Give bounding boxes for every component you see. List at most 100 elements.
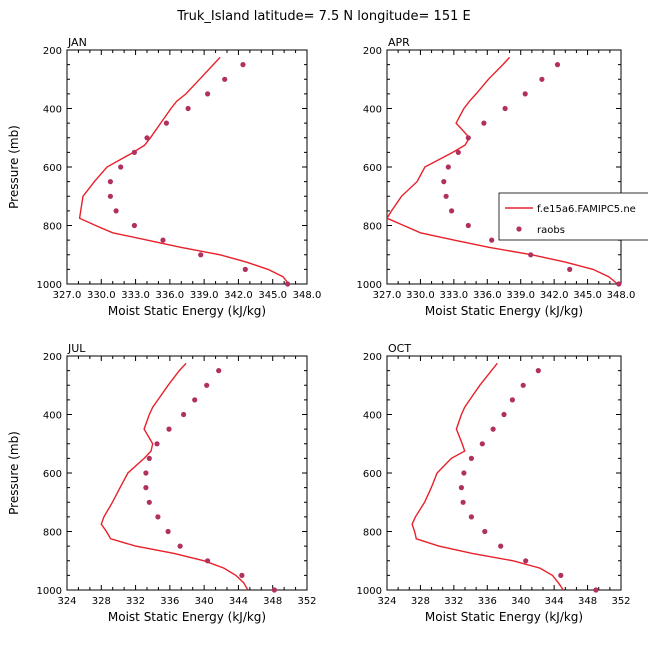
x-axis-title-jul: Moist Static Energy (kJ/kg) [108,610,266,624]
y-tick-label-jan: 200 [43,46,62,57]
y-tick-label-apr: 400 [363,105,382,116]
raobs-point-apr [465,222,471,229]
raobs-point-oct [593,587,599,593]
model-line-jul [100,362,249,590]
x-tick-label-jan: 345.0 [258,290,287,301]
x-tick-label-apr: 348.0 [607,290,636,301]
y-tick-label-jul: 200 [43,352,62,363]
x-tick-label-apr: 345.0 [573,290,602,301]
x-tick-label-jul: 352 [297,596,316,607]
x-tick-label-jul: 324 [57,596,76,607]
y-tick-label-oct: 600 [363,469,382,480]
x-tick-label-jul: 336 [160,596,179,607]
x-tick-label-oct: 336 [478,596,497,607]
raobs-point-jul [143,470,149,476]
raobs-point-apr [528,252,534,258]
x-axis-title-oct: Moist Static Energy (kJ/kg) [425,610,583,624]
raobs-point-apr [522,91,528,97]
panel-label-oct: OCT [388,342,411,355]
y-tick-label-apr: 1000 [357,280,382,291]
x-tick-label-apr: 339.0 [506,290,535,301]
x-tick-label-oct: 352 [611,596,630,607]
raobs-point-jan [198,252,204,258]
raobs-point-jan [185,105,191,112]
plot-frame-jul [66,355,308,591]
x-tick-label-apr: 327.0 [373,290,402,301]
x-tick-label-apr: 330.0 [406,290,435,301]
y-tick-label-apr: 800 [363,222,382,233]
x-tick-label-jan: 330.0 [87,290,116,301]
raobs-point-oct [490,426,496,432]
raobs-point-jul [165,528,171,535]
x-tick-label-jan: 342.0 [224,290,253,301]
y-axis-title-jul: Pressure (mb) [7,431,21,515]
y-tick-label-apr: 600 [363,163,382,174]
raobs-point-jan [285,281,291,287]
x-tick-label-oct: 340 [511,596,530,607]
y-axis-title-jan: Pressure (mb) [7,125,21,209]
panel-oct: OCT 324 328 332 336 340 344 348 352 200 400 600 800 1… [357,342,631,624]
raobs-point-oct [509,397,515,403]
raobs-point-oct [461,470,467,476]
raobs-point-apr [455,149,461,155]
panel-label-apr: APR [388,36,410,49]
raobs-point-jul [166,426,172,432]
raobs-point-apr [443,193,449,199]
plot-frame-apr [386,49,622,285]
x-tick-label-jan: 333.0 [121,290,150,301]
x-tick-label-jul: 348 [263,596,282,607]
raobs-point-jan [131,149,137,155]
raobs-point-oct [498,543,504,549]
raobs-point-jul [146,455,152,461]
x-tick-label-oct: 332 [444,596,463,607]
raobs-point-jan [113,208,119,214]
x-tick-label-apr: 342.0 [540,290,569,301]
panel-jul: JUL 324 328 332 336 340 344 348 352 200 400 600 800 1… [7,342,317,624]
plot-frame-oct [386,355,622,591]
raobs-point-jul [239,572,245,579]
raobs-point-jul [155,514,161,520]
panels: JAN 327.0 330.0 333.0 336.0 339.0 342.0 345.0 34… [7,36,648,624]
x-tick-label-oct: 348 [578,596,597,607]
raobs-point-jan [205,91,211,97]
panel-apr: APR 327.0 330.0 333.0 336.0 339.0 342.0 345.0 34… [357,36,648,318]
x-tick-label-apr: 333.0 [440,290,469,301]
panel-label-jul: JUL [67,342,86,355]
raobs-point-jul [204,382,210,388]
raobs-point-jul [143,485,149,491]
raobs-point-oct [460,499,466,505]
y-tick-label-jul: 1000 [37,586,62,597]
x-tick-label-jan: 327.0 [53,290,82,301]
y-tick-label-jan: 600 [43,163,62,174]
legend-box [498,192,648,241]
legend-dot-marker [516,226,522,232]
raobs-point-jan [118,164,124,170]
raobs-point-oct [479,441,485,447]
raobs-point-apr [441,179,447,185]
legend-model-label: f.e15a6.FAMIPC5.ne [537,204,636,215]
raobs-point-oct [501,411,507,418]
model-line-apr [387,56,619,284]
raobs-point-oct [458,485,464,491]
raobs-point-jul [177,543,183,549]
raobs-point-jan [222,76,228,82]
raobs-point-jan [107,193,113,199]
legend-obs-label: raobs [537,225,565,236]
raobs-point-oct [468,455,474,461]
raobs-point-oct [520,382,526,388]
x-tick-label-apr: 336.0 [473,290,502,301]
raobs-point-jul [154,441,160,447]
raobs-point-jul [192,397,198,403]
x-tick-label-jul: 328 [92,596,111,607]
legend: f.e15a6.FAMIPC5.ne raobs [498,192,648,241]
x-tick-label-oct: 324 [377,596,396,607]
raobs-point-apr [465,135,471,141]
raobs-point-jul [205,558,211,564]
raobs-point-apr [449,208,455,214]
model-line-jan [78,56,290,284]
y-tick-label-jan: 400 [43,105,62,116]
raobs-point-oct [558,572,564,579]
raobs-point-jan [240,62,246,68]
x-axis-title-jan: Moist Static Energy (kJ/kg) [108,304,266,318]
